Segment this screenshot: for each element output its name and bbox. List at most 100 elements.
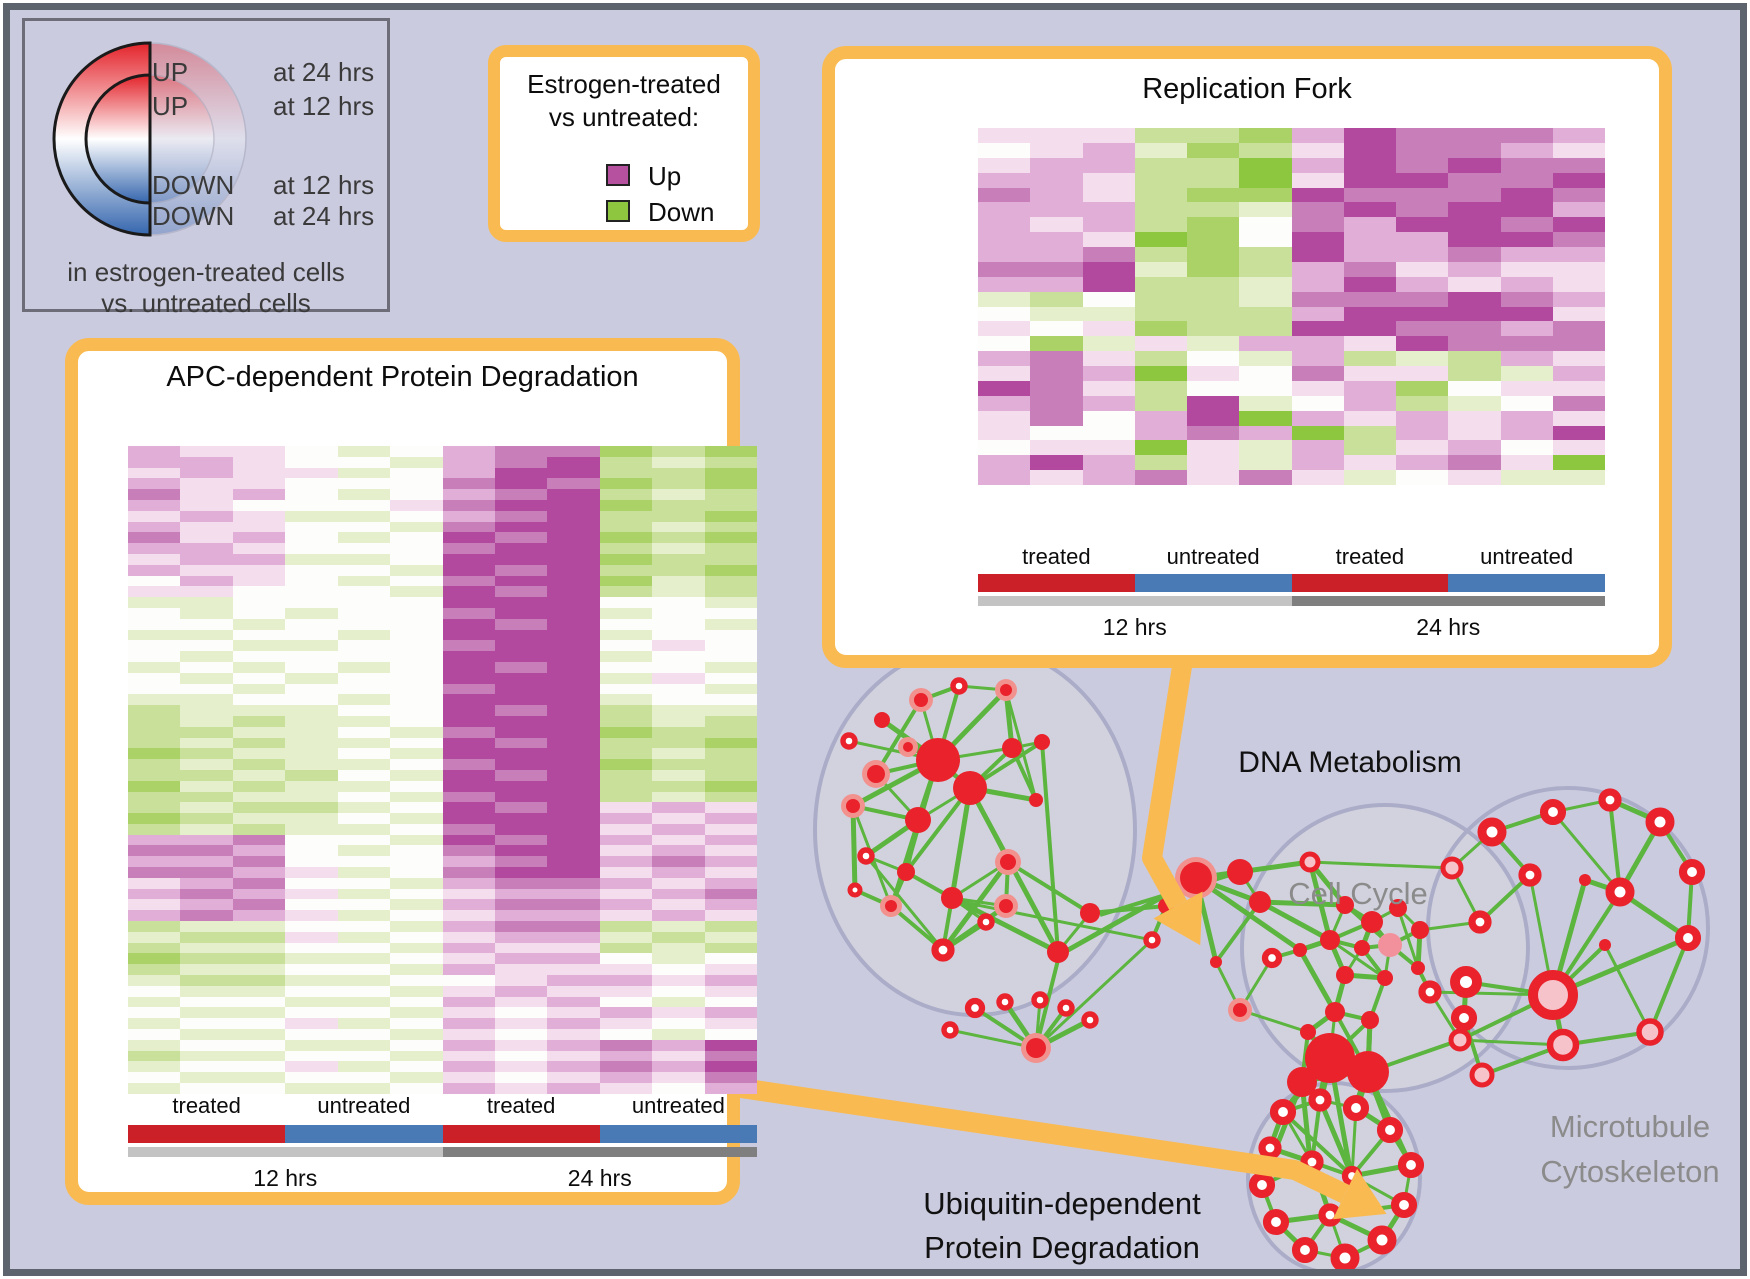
heat-cell [1343,261,1396,277]
heat-cell [1396,187,1449,203]
heat-cell [1187,232,1240,247]
heat-cell [547,510,600,522]
heat-cell [547,953,600,965]
heat-cell [390,446,443,457]
treatment-bar [285,1125,443,1143]
heat-cell [652,985,705,997]
heat-cell [652,532,705,544]
heat-cell [285,640,338,652]
heat-cell [652,694,705,706]
heat-cell [1030,187,1083,203]
heat-cell [494,813,548,824]
heat-cell [442,975,495,986]
heat-cell [1030,440,1083,456]
heat-cell [978,366,1031,381]
heat-cell [599,737,653,749]
heat-cell [128,759,181,770]
heat-cell [1291,247,1344,262]
heat-cell [652,910,705,922]
heat-cell [547,499,600,511]
heat-cell [652,607,705,619]
heat-cell [285,975,338,986]
heat-cell [285,575,338,587]
heat-cell [599,705,653,716]
heat-cell [232,953,286,965]
heat-cell [978,351,1031,366]
heat-cell [494,899,548,911]
treatment-color-bars [978,574,1605,592]
heat-cell [232,564,286,576]
heat-cell [232,791,286,803]
heat-cell [180,683,233,695]
heat-cell [547,489,600,500]
heat-cell [232,532,286,544]
heat-cell [652,586,705,598]
heat-cell [180,1007,233,1019]
heat-cell [232,975,286,986]
heat-cell [494,694,548,706]
heat-cell [232,1072,286,1084]
heat-cell [1291,276,1344,292]
heat-cell [599,661,653,673]
heat-cell [1396,291,1449,307]
heat-cell [1552,172,1605,188]
heat-cell [1134,306,1187,322]
heat-cell [704,953,758,965]
heat-cell [494,791,548,803]
heat-cell [337,564,391,576]
heat-cell [337,478,391,490]
heat-cell [1082,247,1135,262]
treatment-bar [1291,574,1449,592]
heat-cell [1448,351,1501,366]
heat-cell [1187,410,1240,426]
heat-cell [337,975,391,986]
heat-cell [1030,157,1083,173]
heat-cell [232,1061,286,1073]
heat-cell [652,553,705,565]
heat-cell [1082,395,1135,411]
heat-cell [652,1007,705,1019]
heat-cell [1030,380,1083,396]
heat-cell [232,1007,286,1019]
heat-cell [285,1050,338,1062]
apc-heatmap [128,446,758,1094]
time-labels: 12 hrs 24 hrs [1102,614,1481,640]
heat-cell [390,726,443,738]
heat-cell [652,575,705,587]
heat-cell [1291,395,1344,411]
heat-cell [128,683,181,695]
heat-cell [285,672,338,684]
heat-cell [337,467,391,479]
heat-cell [1552,232,1605,247]
heat-cell [652,478,705,490]
heat-cell [1343,172,1396,188]
heat-cell [494,856,548,868]
heat-cell [547,1072,600,1084]
concentric-rings-icon [52,41,247,237]
heat-cell [1396,142,1449,158]
heat-cell [285,791,338,803]
heat-cell [390,953,443,965]
heat-cell [128,564,181,576]
heat-cell [390,543,443,554]
heat-cell [1552,440,1605,456]
heat-cell [547,629,600,641]
heat-cell [1082,366,1135,381]
heat-cell [390,802,443,814]
heat-cell [232,715,286,727]
heat-cell [442,964,495,976]
heat-cell [978,172,1031,188]
heat-cell [494,456,548,468]
ubiquitin-degradation-label: Ubiquitin-dependent Protein Degradation [923,1186,1201,1265]
heat-cell [704,726,758,738]
heat-cell [1343,187,1396,203]
heat-cell [285,953,338,965]
heat-cell [442,1007,495,1019]
heat-cell [442,705,495,716]
heat-cell [442,921,495,932]
heat-cell [494,1039,548,1051]
heat-cell [1291,425,1344,441]
heat-cell [232,629,286,641]
heat-cell [232,867,286,878]
